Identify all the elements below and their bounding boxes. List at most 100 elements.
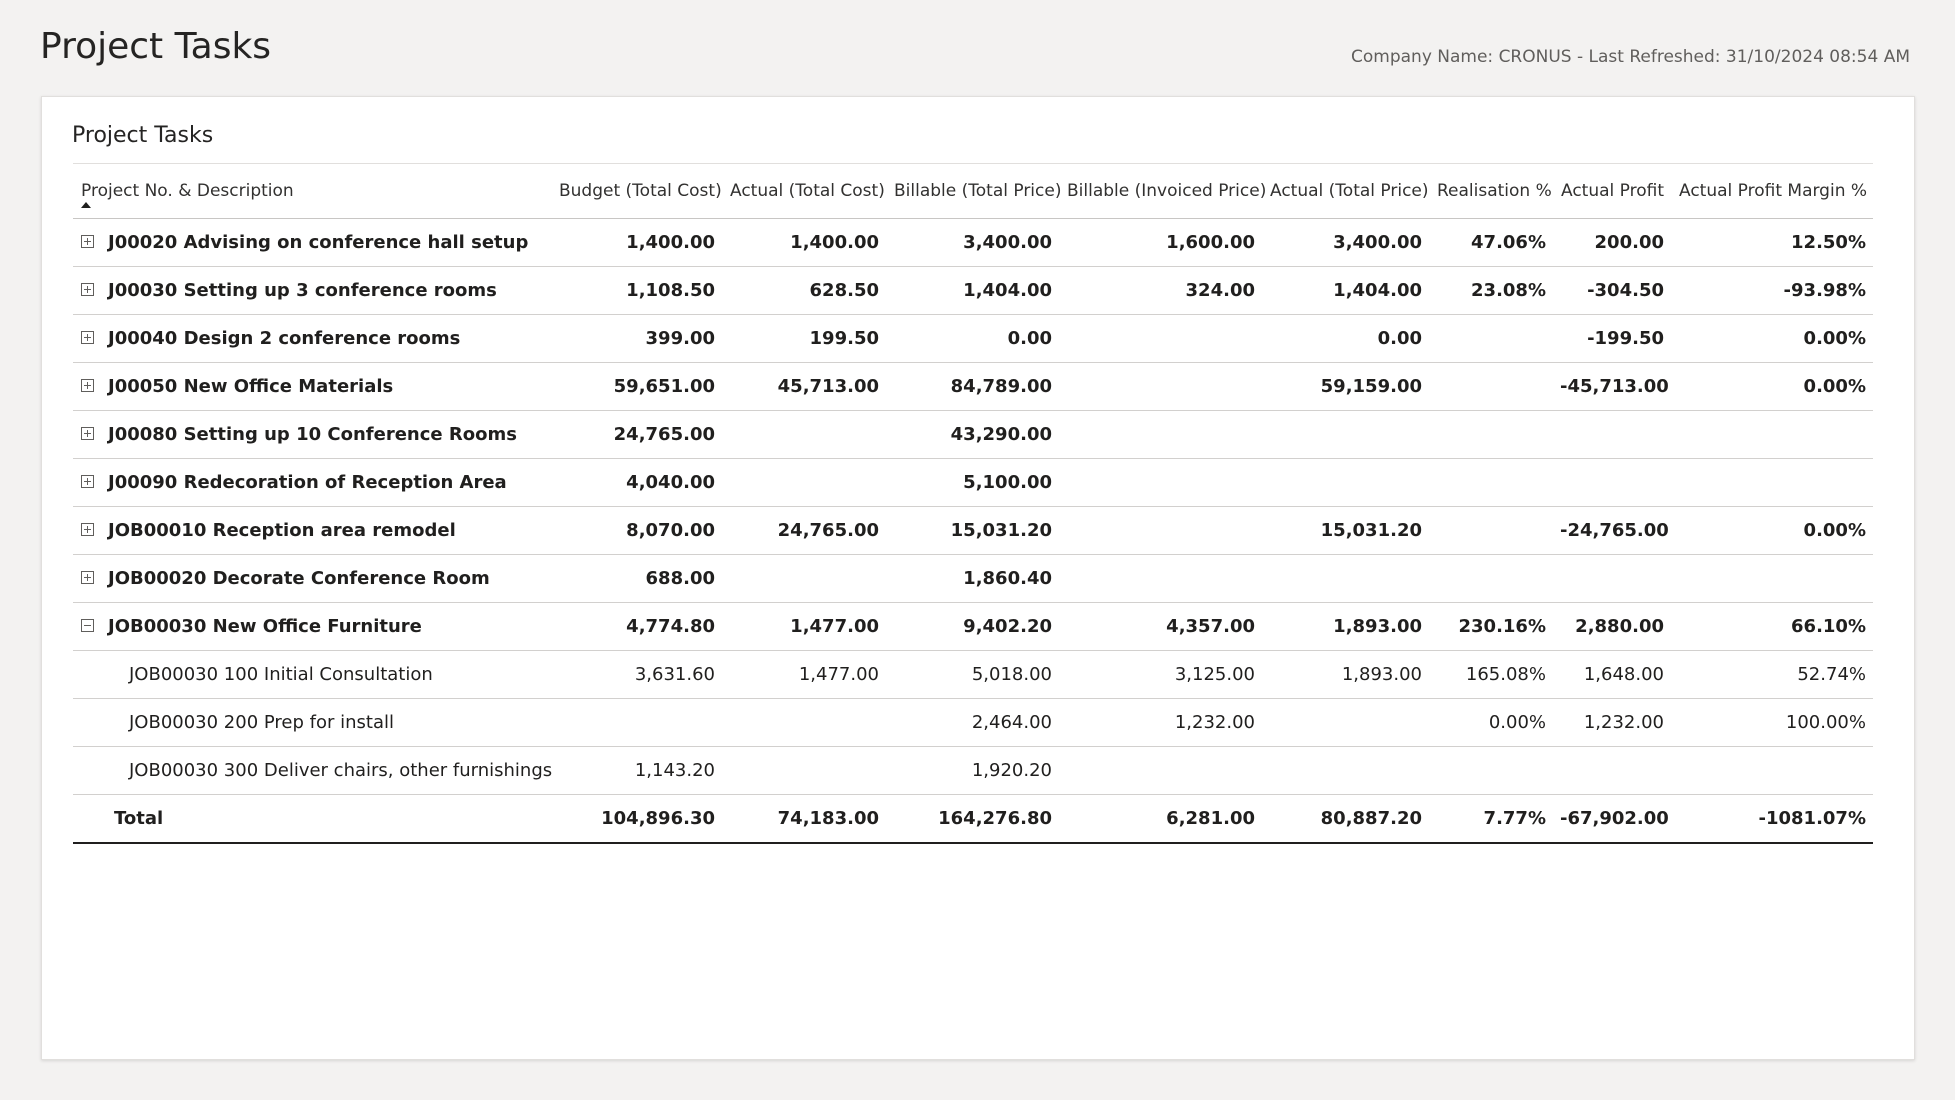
table-cell: 7.77%: [1429, 794, 1553, 844]
table-cell: 688.00: [551, 554, 722, 603]
table-cell: 84,789.00: [886, 362, 1059, 411]
table-cell: -45,713.00: [1553, 362, 1671, 411]
table-cell: -199.50: [1553, 314, 1671, 363]
table-cell: 4,040.00: [551, 458, 722, 507]
column-header-budget-total-cost[interactable]: Budget (Total Cost): [559, 181, 722, 201]
row-label-cell: J00040 Design 2 conference rooms: [73, 314, 551, 363]
table-cell: 15,031.20: [1262, 506, 1429, 555]
table-cell: [551, 698, 722, 747]
table-cell: 1,404.00: [1262, 266, 1429, 315]
collapse-icon[interactable]: [81, 618, 94, 632]
column-header-actual-profit[interactable]: Actual Profit: [1561, 181, 1665, 201]
column-header-billable-invoiced-price[interactable]: Billable (Invoiced Price): [1067, 181, 1267, 201]
project-row[interactable]: JOB00010 Reception area remodel 8,070.00 2…: [73, 506, 1873, 555]
table-cell: 24,765.00: [722, 506, 886, 555]
table-cell: 0.00%: [1671, 362, 1873, 411]
table-cell: [1553, 746, 1671, 795]
table-cell: 3,125.00: [1059, 650, 1262, 699]
expand-icon[interactable]: [81, 330, 94, 344]
table-cell: [722, 554, 886, 603]
table-cell: -67,902.00: [1553, 794, 1671, 844]
project-row[interactable]: JOB00030 New Office Furniture 4,774.80 1,4…: [73, 602, 1873, 651]
expand-icon[interactable]: [81, 522, 94, 536]
row-label-cell: JOB00010 Reception area remodel: [73, 506, 551, 555]
table-cell: 1,477.00: [722, 602, 886, 651]
column-header-realisation[interactable]: Realisation %: [1437, 181, 1552, 201]
row-label: JOB00020 Decorate Conference Room: [108, 568, 490, 589]
expand-icon[interactable]: [81, 282, 94, 296]
expand-icon[interactable]: [81, 570, 94, 584]
table-cell: 1,400.00: [551, 218, 722, 267]
row-label: JOB00030 New Office Furniture: [108, 616, 422, 637]
table-cell: 1,648.00: [1553, 650, 1671, 699]
project-row[interactable]: JOB00020 Decorate Conference Room 688.00 1…: [73, 554, 1873, 603]
table-cell: 9,402.20: [886, 602, 1059, 651]
expand-icon[interactable]: [81, 234, 94, 248]
table-cell: 100.00%: [1671, 698, 1873, 747]
table-cell: 24,765.00: [551, 410, 722, 459]
table-cell: [1553, 410, 1671, 459]
column-header-actual-total-cost[interactable]: Actual (Total Cost): [730, 181, 885, 201]
column-header-actual-total-price[interactable]: Actual (Total Price): [1270, 181, 1429, 201]
table-cell: 1,477.00: [722, 650, 886, 699]
row-label-cell: J00090 Redecoration of Reception Area: [73, 458, 551, 507]
project-row[interactable]: J00040 Design 2 conference rooms 399.00 19…: [73, 314, 1873, 363]
table-body: J00020 Advising on conference hall setup…: [73, 218, 1873, 844]
table-cell: 230.16%: [1429, 602, 1553, 651]
row-label: JOB00030 100 Initial Consultation: [129, 664, 433, 685]
table-cell: 628.50: [722, 266, 886, 315]
table-cell: [1262, 458, 1429, 507]
expand-icon[interactable]: [81, 378, 94, 392]
row-label-cell: Total: [73, 794, 551, 844]
column-header-actual-profit-margin[interactable]: Actual Profit Margin %: [1679, 181, 1868, 201]
row-label-cell: JOB00030 200 Prep for install: [73, 698, 551, 747]
row-label: J00040 Design 2 conference rooms: [108, 328, 461, 349]
table-cell: 5,018.00: [886, 650, 1059, 699]
task-row: JOB00030 300 Deliver chairs, other furni…: [73, 746, 1873, 795]
row-label: J00020 Advising on conference hall setup: [108, 232, 529, 253]
table-cell: -304.50: [1553, 266, 1671, 315]
table-cell: 3,400.00: [886, 218, 1059, 267]
table-cell: 2,880.00: [1553, 602, 1671, 651]
project-row[interactable]: J00020 Advising on conference hall setup…: [73, 218, 1873, 267]
expand-icon[interactable]: [81, 474, 94, 488]
table-cell: 4,774.80: [551, 602, 722, 651]
table-cell: [1059, 410, 1262, 459]
row-label: J00050 New Office Materials: [108, 376, 394, 397]
table-cell: 52.74%: [1671, 650, 1873, 699]
table-cell: 324.00: [1059, 266, 1262, 315]
total-row: Total 104,896.30 74,183.00 164,276.80 6,281.…: [73, 794, 1873, 844]
table-cell: -1081.07%: [1671, 794, 1873, 844]
project-row[interactable]: J00080 Setting up 10 Conference Rooms 24,…: [73, 410, 1873, 459]
project-row[interactable]: J00030 Setting up 3 conference rooms 1,10…: [73, 266, 1873, 315]
table-cell: [722, 410, 886, 459]
table-cell: 1,232.00: [1059, 698, 1262, 747]
table-cell: [1429, 746, 1553, 795]
table-cell: 66.10%: [1671, 602, 1873, 651]
row-label-cell: JOB00020 Decorate Conference Room: [73, 554, 551, 603]
table-cell: [1429, 554, 1553, 603]
table-cell: -24,765.00: [1553, 506, 1671, 555]
table-cell: 0.00%: [1429, 698, 1553, 747]
row-label: JOB00030 200 Prep for install: [129, 712, 394, 733]
column-header-billable-total-price[interactable]: Billable (Total Price): [894, 181, 1062, 201]
table-cell: 1,232.00: [1553, 698, 1671, 747]
project-row[interactable]: J00090 Redecoration of Reception Area 4,0…: [73, 458, 1873, 507]
column-header-project[interactable]: Project No. & Description: [73, 164, 551, 219]
table-cell: 165.08%: [1429, 650, 1553, 699]
table-cell: 0.00: [886, 314, 1059, 363]
row-label: JOB00010 Reception area remodel: [108, 520, 456, 541]
table-cell: 8,070.00: [551, 506, 722, 555]
row-label: J00030 Setting up 3 conference rooms: [108, 280, 497, 301]
table-cell: [1059, 554, 1262, 603]
table-cell: 1,893.00: [1262, 602, 1429, 651]
project-row[interactable]: J00050 New Office Materials 59,651.00 45,7…: [73, 362, 1873, 411]
table-cell: 0.00%: [1671, 506, 1873, 555]
table-cell: [1671, 554, 1873, 603]
table-cell: 3,631.60: [551, 650, 722, 699]
table-cell: 1,400.00: [722, 218, 886, 267]
table-cell: 1,108.50: [551, 266, 722, 315]
expand-icon[interactable]: [81, 426, 94, 440]
table-cell: [1262, 554, 1429, 603]
table-cell: [1429, 458, 1553, 507]
